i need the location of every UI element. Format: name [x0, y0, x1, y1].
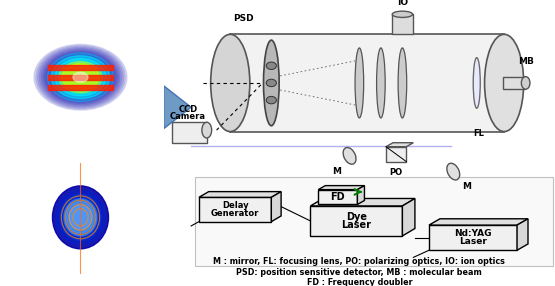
Text: M: M — [332, 167, 341, 176]
Ellipse shape — [57, 60, 104, 94]
Ellipse shape — [46, 53, 115, 102]
Ellipse shape — [211, 34, 250, 132]
Ellipse shape — [41, 49, 120, 105]
Text: Laser: Laser — [459, 237, 487, 247]
Bar — [503, 77, 525, 89]
Polygon shape — [318, 186, 365, 190]
Ellipse shape — [55, 59, 106, 96]
Ellipse shape — [62, 63, 99, 91]
Ellipse shape — [447, 163, 460, 180]
Ellipse shape — [377, 48, 385, 118]
Ellipse shape — [49, 55, 112, 99]
FancyBboxPatch shape — [310, 206, 402, 236]
Ellipse shape — [51, 56, 110, 99]
Bar — [48, 75, 113, 80]
Ellipse shape — [485, 34, 524, 132]
Bar — [230, 34, 504, 132]
Ellipse shape — [343, 148, 356, 164]
Ellipse shape — [58, 61, 103, 93]
Text: Generator: Generator — [211, 209, 259, 218]
Ellipse shape — [72, 71, 89, 83]
Text: Laser: Laser — [341, 220, 371, 230]
Ellipse shape — [53, 186, 108, 249]
Ellipse shape — [62, 64, 99, 91]
Polygon shape — [517, 219, 528, 250]
Ellipse shape — [55, 59, 106, 96]
Ellipse shape — [64, 199, 97, 236]
Ellipse shape — [37, 47, 124, 108]
Ellipse shape — [44, 52, 117, 103]
Ellipse shape — [36, 45, 125, 109]
Ellipse shape — [48, 54, 113, 100]
Ellipse shape — [73, 72, 88, 82]
Ellipse shape — [34, 44, 127, 110]
Circle shape — [266, 96, 276, 104]
Text: FL: FL — [473, 129, 484, 138]
Text: PSD: PSD — [234, 14, 254, 23]
Ellipse shape — [59, 61, 102, 93]
Ellipse shape — [60, 194, 101, 240]
Bar — [171, 122, 207, 143]
Ellipse shape — [392, 11, 412, 17]
Ellipse shape — [43, 50, 118, 104]
Ellipse shape — [74, 72, 87, 82]
Ellipse shape — [521, 77, 530, 89]
Text: FD: FD — [331, 192, 345, 202]
Circle shape — [266, 62, 276, 69]
Ellipse shape — [51, 57, 110, 98]
Text: Raw image: Raw image — [44, 133, 117, 146]
FancyBboxPatch shape — [318, 190, 357, 204]
Polygon shape — [164, 86, 191, 129]
FancyBboxPatch shape — [199, 197, 271, 222]
Text: M : mirror, FL: focusing lens, PO: polarizing optics, IO: ion optics: M : mirror, FL: focusing lens, PO: polar… — [214, 257, 505, 266]
Bar — [392, 14, 412, 34]
Ellipse shape — [63, 65, 98, 89]
Ellipse shape — [65, 66, 96, 88]
Text: MB: MB — [518, 57, 533, 66]
Text: Reconst.  Image: Reconst. Image — [27, 273, 134, 286]
Polygon shape — [199, 192, 281, 197]
Text: PSD: position sensitive detector, MB : molecular beam: PSD: position sensitive detector, MB : m… — [236, 268, 482, 277]
Text: Camera: Camera — [170, 112, 206, 121]
Ellipse shape — [68, 69, 93, 86]
Ellipse shape — [67, 202, 94, 233]
Polygon shape — [386, 143, 413, 147]
Text: IO: IO — [397, 0, 408, 7]
Ellipse shape — [69, 204, 92, 230]
Ellipse shape — [47, 53, 114, 102]
Ellipse shape — [202, 122, 211, 138]
Text: Delay: Delay — [222, 201, 249, 210]
Polygon shape — [429, 219, 528, 225]
Polygon shape — [271, 192, 281, 222]
FancyBboxPatch shape — [429, 225, 517, 250]
Ellipse shape — [60, 63, 101, 92]
Text: FD : Frequency doubler: FD : Frequency doubler — [306, 278, 412, 286]
Ellipse shape — [39, 48, 122, 106]
Ellipse shape — [75, 74, 85, 81]
Circle shape — [266, 79, 276, 87]
Text: PO: PO — [390, 168, 403, 177]
Ellipse shape — [64, 199, 97, 236]
Ellipse shape — [67, 67, 94, 87]
Ellipse shape — [264, 40, 279, 126]
Ellipse shape — [355, 48, 364, 118]
Text: CCD: CCD — [178, 106, 198, 114]
Ellipse shape — [70, 70, 90, 84]
Bar — [48, 65, 113, 70]
Polygon shape — [195, 177, 553, 266]
Text: M: M — [462, 182, 471, 191]
Ellipse shape — [53, 58, 108, 97]
Ellipse shape — [56, 190, 105, 245]
Bar — [386, 147, 406, 162]
Text: Dye: Dye — [346, 212, 367, 222]
Polygon shape — [310, 198, 415, 206]
Ellipse shape — [473, 58, 480, 108]
Polygon shape — [402, 198, 415, 236]
Polygon shape — [357, 186, 365, 204]
Ellipse shape — [398, 48, 407, 118]
Bar — [48, 85, 113, 90]
Text: Nd:YAG: Nd:YAG — [455, 229, 492, 238]
